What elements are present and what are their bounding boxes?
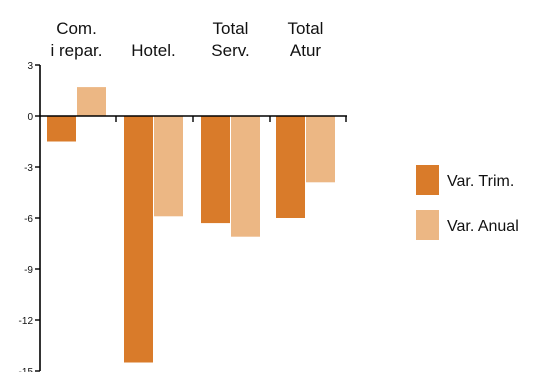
- legend-label-var-anual: Var. Anual: [447, 218, 519, 235]
- bar-3-var-anual: [231, 116, 260, 237]
- y-tick-label: -12: [19, 316, 34, 327]
- y-tick-label: -3: [24, 163, 33, 174]
- bar-2-var-anual: [154, 116, 183, 217]
- legend-label-var-trim: Var. Trim.: [447, 173, 514, 190]
- category-label: Com.: [56, 19, 97, 38]
- bar-1-var-anual: [77, 87, 106, 116]
- bar-4-var-trim: [276, 116, 305, 218]
- legend-swatch-var-anual: [416, 210, 439, 240]
- category-label: Hotel.: [131, 41, 175, 60]
- category-label: i repar.: [51, 41, 103, 60]
- axes: 3 0 -3 -6 -9 -12 -15: [19, 61, 347, 372]
- bar-1-var-trim: [47, 116, 76, 142]
- y-tick-label: 3: [27, 61, 33, 72]
- y-tick-label: -6: [24, 214, 33, 225]
- bar-4-var-anual: [306, 116, 335, 183]
- category-labels: Com. i repar. Hotel. Total Serv. Total Atur: [51, 19, 324, 60]
- legend: Var. Trim. Var. Anual: [416, 165, 519, 240]
- y-tick-label: 0: [27, 112, 33, 123]
- legend-swatch-var-trim: [416, 165, 439, 195]
- category-label: Serv.: [211, 41, 249, 60]
- bar-2-var-trim: [124, 116, 153, 363]
- y-tick-label: -9: [24, 265, 33, 276]
- category-label: Total: [213, 19, 249, 38]
- bars: [47, 87, 335, 363]
- bar-3-var-trim: [201, 116, 230, 224]
- y-tick-label: -15: [19, 367, 34, 372]
- category-label: Atur: [290, 41, 322, 60]
- category-label: Total: [288, 19, 324, 38]
